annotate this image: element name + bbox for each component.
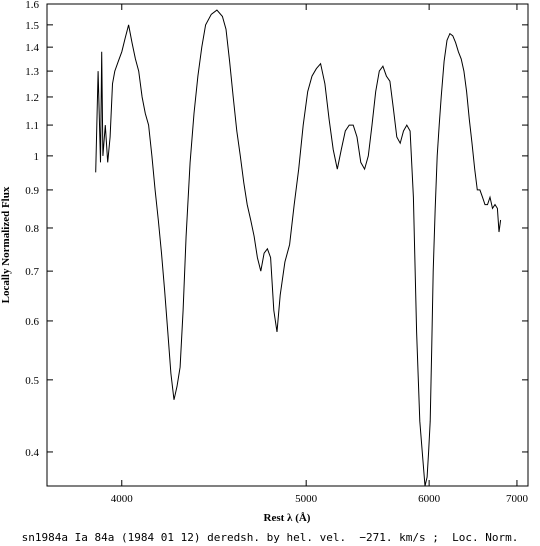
y-tick-label: 1.6 <box>25 0 39 11</box>
y-tick-label: 0.5 <box>25 375 39 387</box>
flux-series-line <box>95 9 502 487</box>
y-tick-label: 1.3 <box>25 66 39 78</box>
y-tick-label: 0.6 <box>25 316 39 328</box>
x-axis-label: Rest λ (Å) <box>264 512 311 524</box>
x-tick-label: 4000 <box>111 493 134 505</box>
chart-caption: sn1984a Ia 84a (1984 01 12) deredsh. by … <box>22 531 519 544</box>
y-tick-label: 1.4 <box>25 42 39 54</box>
y-tick-label: 1 <box>34 151 40 163</box>
x-tick-label: 6000 <box>418 493 441 505</box>
y-tick-label: 1.1 <box>25 120 39 132</box>
y-tick-label: 1.2 <box>25 92 39 104</box>
y-axis-label: Locally Normalized Flux <box>0 186 12 303</box>
y-axis-ticks: 0.4 0.5 0.6 0.7 0.8 0.9 1 1.1 1.2 1.3 1.4 1.5 1.6 <box>25 0 528 459</box>
x-axis-ticks: 4000 5000 6000 7000 <box>111 4 529 505</box>
y-tick-label: 0.9 <box>25 185 39 197</box>
y-tick-label: 0.8 <box>25 223 39 235</box>
y-tick-label: 0.7 <box>25 266 39 278</box>
plot-frame <box>46 3 529 487</box>
y-tick-label: 0.4 <box>25 447 39 459</box>
y-tick-label: 1.5 <box>25 20 39 32</box>
x-tick-label: 7000 <box>506 493 529 505</box>
x-tick-label: 5000 <box>295 493 318 505</box>
